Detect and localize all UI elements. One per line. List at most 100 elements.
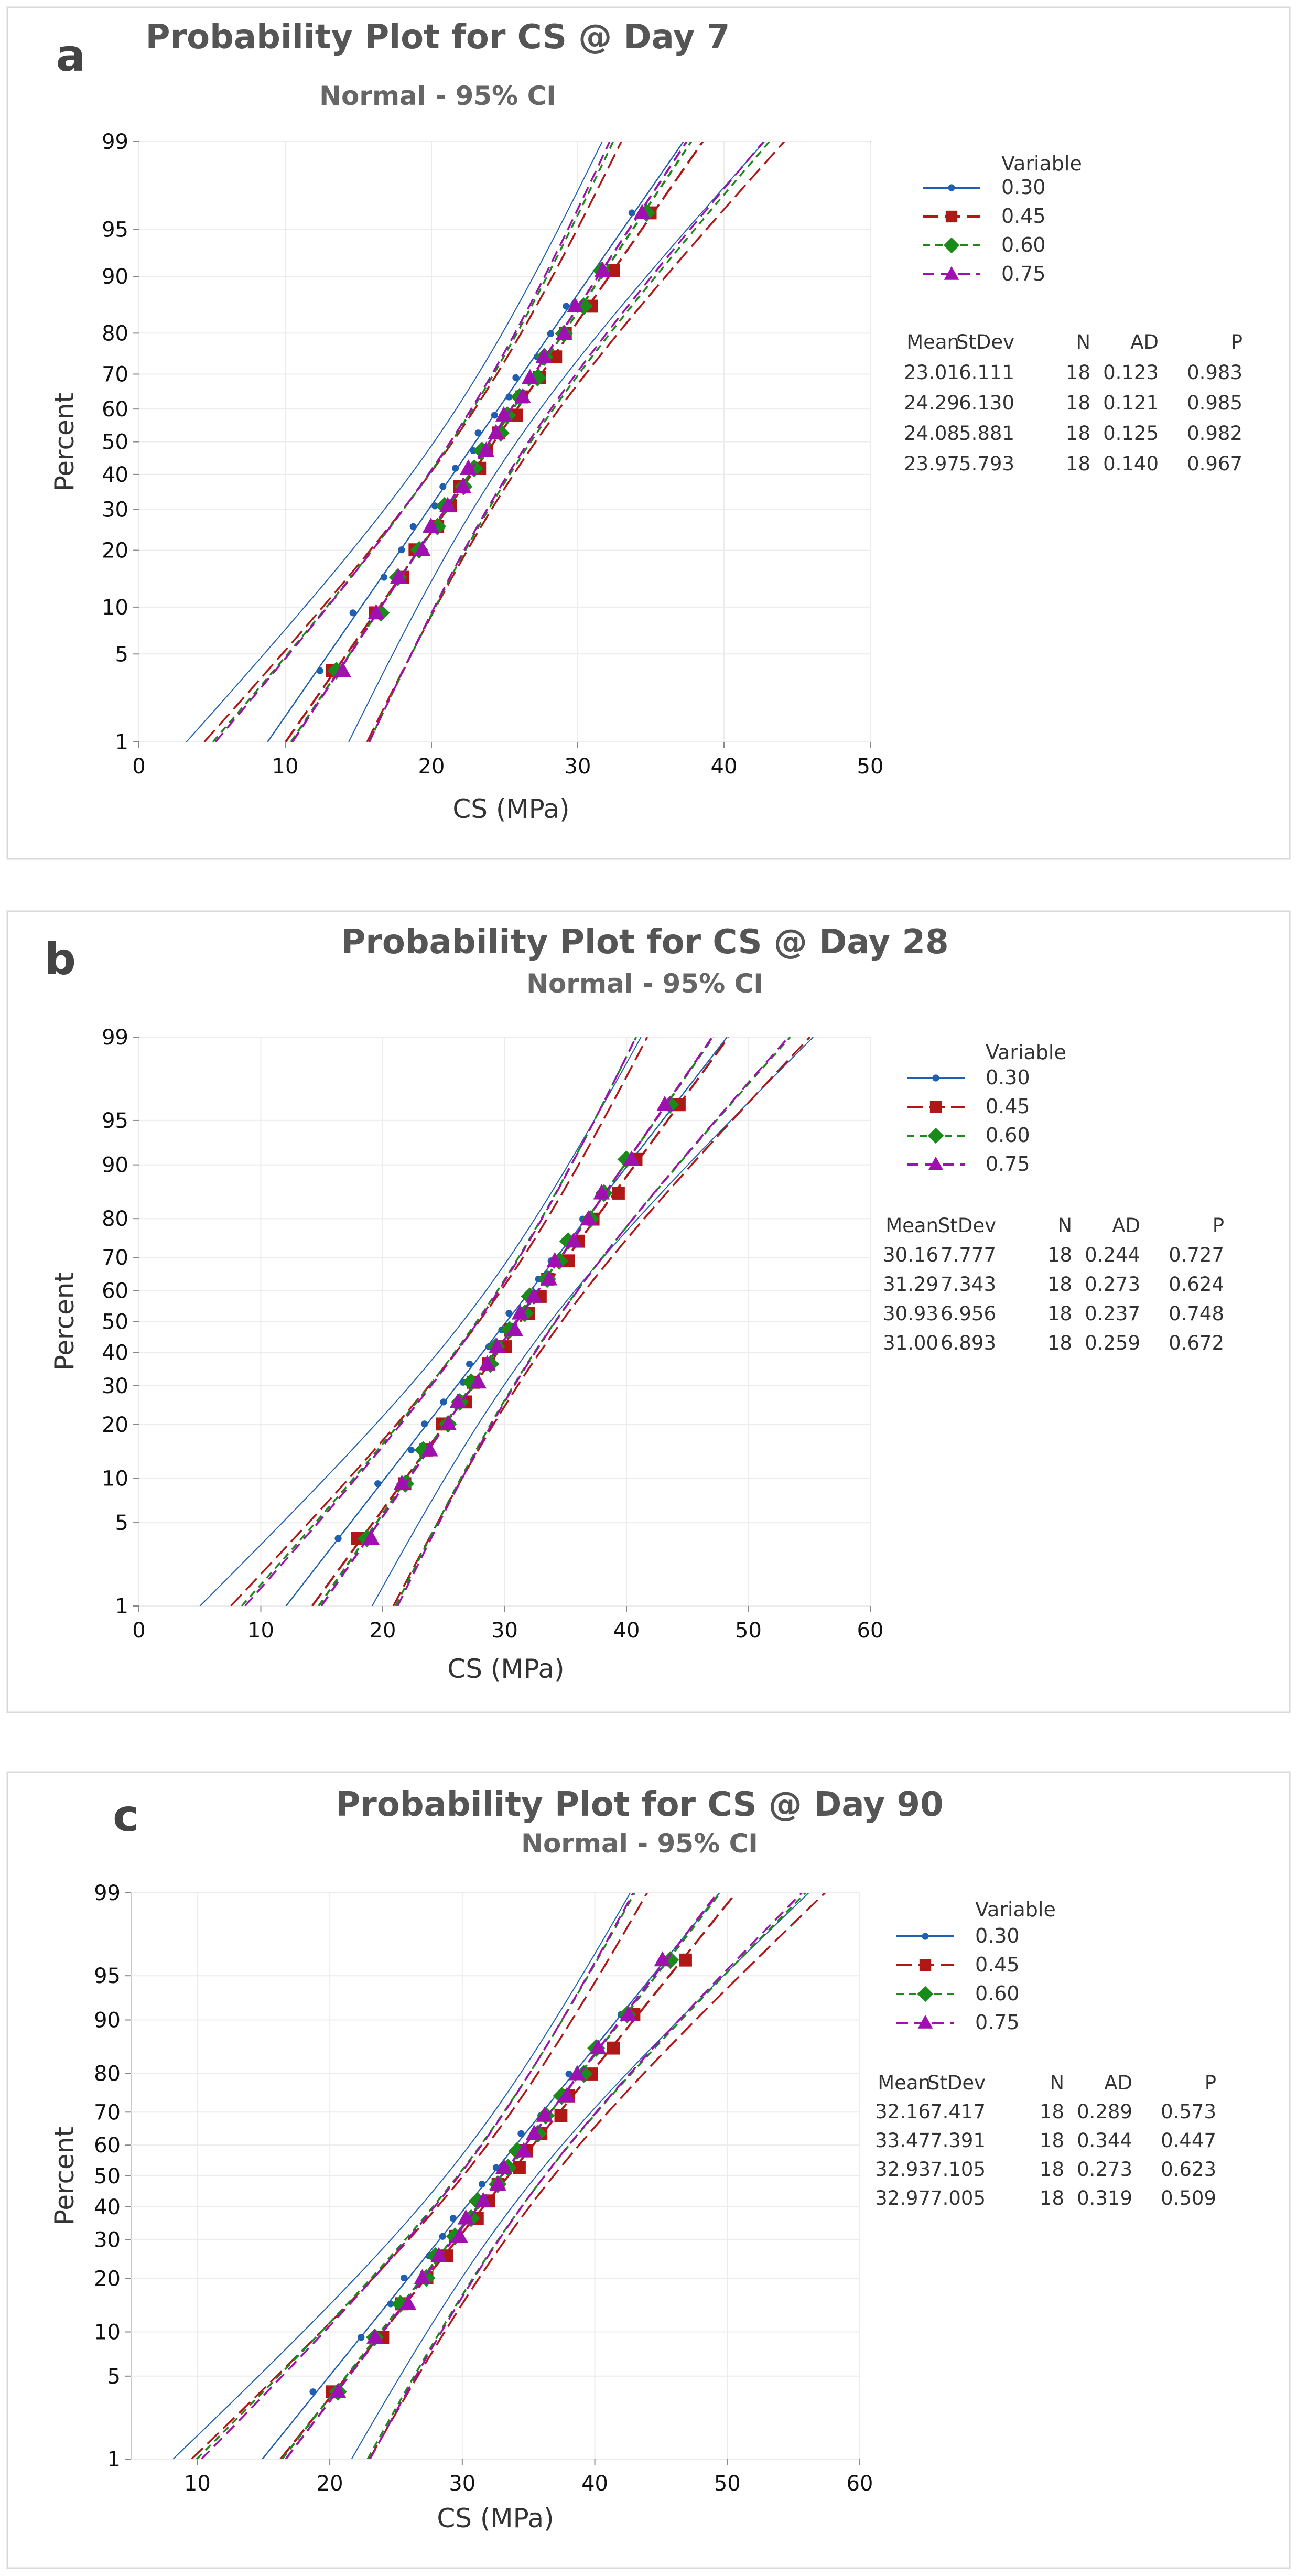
data-point xyxy=(563,303,570,310)
series-layer xyxy=(172,1893,826,2459)
stats-mean-value: 31.29 xyxy=(883,1273,938,1296)
data-point xyxy=(521,369,538,384)
legend-title: Variable xyxy=(975,1898,1056,1921)
series-layer xyxy=(199,1037,814,1606)
stats-mean-value: 31.00 xyxy=(883,1332,938,1354)
data-point xyxy=(439,483,447,490)
series-0.75 xyxy=(244,1037,790,1606)
gridlines xyxy=(138,141,871,742)
legend-label: 0.75 xyxy=(986,1152,1030,1176)
data-point xyxy=(488,424,505,439)
data-point xyxy=(511,1304,528,1320)
x-tick-label: 60 xyxy=(847,2472,873,2496)
data-point xyxy=(334,662,351,677)
legend-label: 0.60 xyxy=(986,1124,1030,1147)
x-tick-label: 30 xyxy=(565,755,591,779)
stats-ad-value: 0.237 xyxy=(1085,1302,1140,1325)
stats-stdev-value: 7.105 xyxy=(930,2158,986,2181)
panel-letter: b xyxy=(45,933,76,985)
stats-mean-value: 24.29 xyxy=(904,392,959,414)
y-tick-label: 60 xyxy=(102,397,128,422)
ci-band-lower xyxy=(186,142,603,742)
stats-ad-value: 0.319 xyxy=(1077,2187,1132,2209)
data-point xyxy=(380,574,387,581)
stats-ad-value: 0.244 xyxy=(1085,1244,1140,1266)
data-point xyxy=(470,1373,487,1389)
stats-p-value: 0.447 xyxy=(1161,2129,1216,2152)
y-tick-label: 90 xyxy=(102,1154,128,1178)
fit-line xyxy=(267,142,684,742)
fit-line xyxy=(285,1893,719,2459)
panel-letter: c xyxy=(113,1790,139,1841)
data-point xyxy=(329,2383,347,2398)
y-tick-label: 30 xyxy=(102,498,128,522)
y-tick-label: 5 xyxy=(107,2365,121,2389)
data-point xyxy=(612,1187,625,1200)
data-point xyxy=(362,1529,380,1545)
stats-stdev-value: 7.391 xyxy=(930,2129,986,2152)
x-tick-label: 20 xyxy=(418,755,445,779)
legend-label: 0.30 xyxy=(986,1066,1030,1089)
stats-mean-value: 32.97 xyxy=(875,2187,931,2209)
y-tick-label: 40 xyxy=(94,2195,121,2219)
y-tick-label: 90 xyxy=(94,2009,121,2033)
data-point xyxy=(349,609,356,617)
y-tick-label: 80 xyxy=(102,321,128,346)
data-point xyxy=(479,1355,496,1371)
stats-p-value: 0.983 xyxy=(1187,361,1242,384)
legend-marker xyxy=(927,1127,944,1144)
ci-band-lower xyxy=(230,1037,648,1606)
stats-ad-value: 0.121 xyxy=(1103,392,1159,414)
stats-mean-value: 30.93 xyxy=(883,1302,938,1325)
y-tick-label: 10 xyxy=(94,2320,121,2344)
fit-line xyxy=(285,142,704,742)
data-point xyxy=(525,1287,542,1303)
stats-header: StDev xyxy=(927,2072,986,2094)
data-point xyxy=(454,478,471,493)
stats-header: Mean xyxy=(878,2072,931,2094)
series-0.75 xyxy=(200,1893,803,2459)
stats-stdev-value: 6.111 xyxy=(959,361,1014,384)
chart-title: Probability Plot for CS @ Day 28 xyxy=(341,923,948,962)
stats-p-value: 0.623 xyxy=(1161,2158,1216,2181)
legend-label: 0.60 xyxy=(1001,233,1046,256)
data-point xyxy=(535,348,553,363)
y-tick-label: 20 xyxy=(94,2267,121,2291)
series-0.75 xyxy=(214,142,764,742)
y-tick-label: 20 xyxy=(102,539,128,563)
legend-label: 0.30 xyxy=(975,1924,1020,1947)
stats-header: P xyxy=(1231,331,1242,353)
data-point xyxy=(387,2300,394,2308)
data-point xyxy=(654,1951,671,1967)
data-point xyxy=(488,1338,505,1353)
legend-marker xyxy=(932,1074,939,1082)
legend-marker xyxy=(948,184,955,191)
stats-header: N xyxy=(1050,2072,1064,2094)
x-tick-label: 40 xyxy=(711,755,738,779)
data-point xyxy=(451,465,459,472)
data-point xyxy=(431,502,439,510)
legend-label: 0.30 xyxy=(1001,176,1046,199)
data-point xyxy=(401,2274,408,2282)
y-axis-label: Percent xyxy=(49,393,80,491)
stats-p-value: 0.573 xyxy=(1161,2100,1216,2123)
y-tick-label: 95 xyxy=(102,1109,128,1133)
stats-ad-value: 0.140 xyxy=(1103,452,1159,475)
x-tick-label: 40 xyxy=(581,2472,608,2496)
x-tick-label: 40 xyxy=(613,1619,640,1643)
ci-band-upper xyxy=(395,1037,791,1606)
x-tick-label: 60 xyxy=(857,1619,884,1643)
ci-band-upper xyxy=(366,1893,806,2459)
legend-marker xyxy=(917,2014,933,2029)
stats-header: AD xyxy=(1104,2072,1132,2094)
data-point xyxy=(398,546,405,554)
stats-n-value: 18 xyxy=(1066,452,1090,475)
legend-marker xyxy=(943,237,960,254)
chart-subtitle: Normal - 95% CI xyxy=(521,1828,758,1859)
legend-marker xyxy=(944,266,959,280)
data-point xyxy=(358,2334,365,2341)
data-point xyxy=(366,2328,384,2344)
y-tick-label: 1 xyxy=(107,2448,121,2472)
legend-title: Variable xyxy=(986,1041,1066,1064)
